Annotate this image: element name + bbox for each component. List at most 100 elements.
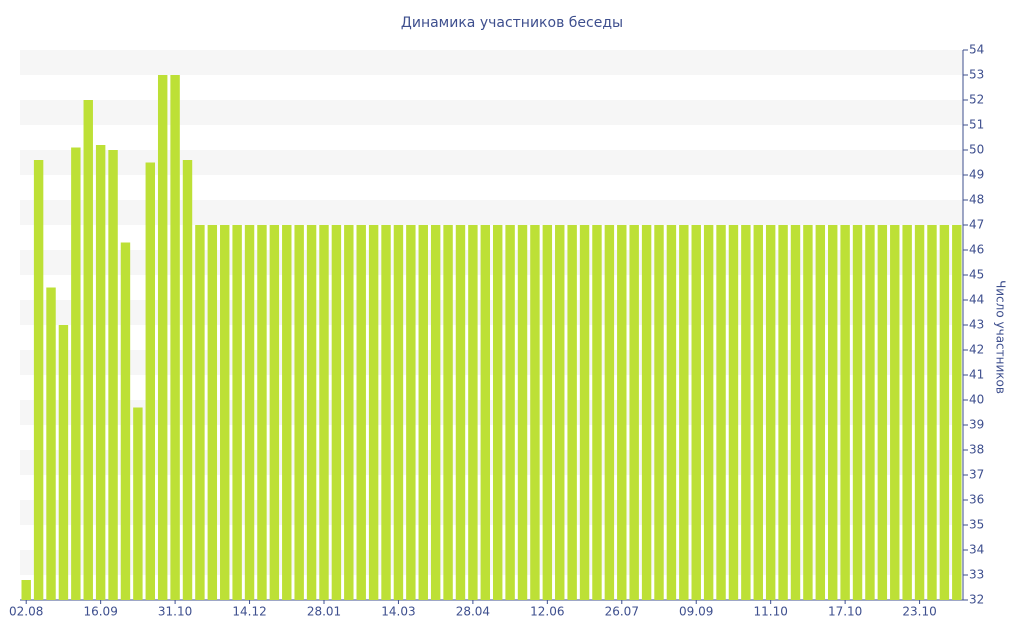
bar <box>555 225 565 600</box>
bar <box>902 225 912 600</box>
y-tick-label: 49 <box>969 168 984 182</box>
bar <box>790 225 801 600</box>
bar <box>679 225 689 600</box>
x-tick-label: 28.04 <box>456 605 490 619</box>
y-tick-label: 43 <box>969 318 984 332</box>
bar <box>517 225 528 600</box>
bar <box>741 225 751 600</box>
y-tick-label: 37 <box>969 468 984 482</box>
y-tick-label: 48 <box>969 193 984 207</box>
bar <box>157 75 168 600</box>
x-tick-label: 28.01 <box>307 605 341 619</box>
x-tick-label: 17.10 <box>828 605 862 619</box>
y-tick-label: 54 <box>969 43 984 57</box>
y-tick-label: 47 <box>969 218 984 232</box>
bar <box>418 225 428 600</box>
bar <box>542 225 553 600</box>
bar <box>890 225 900 600</box>
x-tick-label: 14.12 <box>232 605 266 619</box>
bar <box>939 225 950 600</box>
bar <box>319 225 329 600</box>
bar <box>703 225 714 600</box>
bar <box>617 225 627 600</box>
bar <box>430 225 441 600</box>
bar <box>530 225 540 600</box>
bar <box>753 225 763 600</box>
bar <box>654 225 664 600</box>
bar <box>592 225 602 600</box>
x-tick-label: 31.10 <box>158 605 192 619</box>
bar <box>46 287 56 600</box>
x-tick-label: 26.07 <box>605 605 639 619</box>
bar <box>455 225 466 600</box>
bar <box>952 225 962 600</box>
bar <box>840 225 850 600</box>
bar <box>381 225 391 600</box>
x-tick-label: 02.08 <box>9 605 43 619</box>
bar <box>232 225 242 600</box>
bar <box>33 160 44 600</box>
y-tick-label: 34 <box>969 543 984 557</box>
bar <box>691 225 701 600</box>
bar <box>195 225 205 600</box>
x-tick-label: 23.10 <box>902 605 936 619</box>
bar <box>877 225 888 600</box>
bar <box>927 225 937 600</box>
bar <box>58 325 69 600</box>
y-axis-label: Число участников <box>994 280 1008 394</box>
y-tick-label: 46 <box>969 243 984 257</box>
bar <box>182 160 193 600</box>
y-tick-label: 36 <box>969 493 984 507</box>
bar <box>443 225 453 600</box>
bar <box>406 225 416 600</box>
bar <box>666 225 677 600</box>
y-tick-label: 42 <box>969 343 984 357</box>
x-tick-label: 16.09 <box>83 605 117 619</box>
bar <box>21 580 31 600</box>
y-tick-label: 52 <box>969 93 984 107</box>
bar <box>108 150 118 600</box>
y-tick-label: 41 <box>969 368 984 382</box>
bar <box>294 225 304 600</box>
bar <box>765 225 776 600</box>
y-tick-label: 50 <box>969 143 984 157</box>
bar <box>120 242 131 600</box>
x-tick-label: 11.10 <box>753 605 787 619</box>
y-tick-label: 40 <box>969 393 984 407</box>
bar <box>393 225 404 600</box>
bar <box>282 225 292 600</box>
bar <box>505 225 515 600</box>
bar <box>170 75 180 600</box>
x-tick-label: 12.06 <box>530 605 564 619</box>
y-tick-label: 33 <box>969 568 984 582</box>
bar <box>914 225 925 600</box>
y-tick-label: 38 <box>969 443 984 457</box>
bar <box>480 225 491 600</box>
bar <box>641 225 652 600</box>
bar <box>95 145 106 600</box>
y-tick-label: 45 <box>969 268 984 282</box>
bar <box>828 225 838 600</box>
bar <box>865 225 875 600</box>
bar <box>356 225 366 600</box>
y-tick-label: 39 <box>969 418 984 432</box>
bar <box>83 100 93 600</box>
bar <box>306 225 317 600</box>
bar <box>728 225 739 600</box>
bar <box>579 225 590 600</box>
bar <box>207 225 218 600</box>
bar <box>567 225 577 600</box>
bar <box>344 225 354 600</box>
bar <box>145 162 155 600</box>
x-tick-label: 09.09 <box>679 605 713 619</box>
bar <box>244 225 255 600</box>
y-tick-label: 53 <box>969 68 984 82</box>
bar <box>716 225 726 600</box>
bar <box>468 225 478 600</box>
bar <box>331 225 342 600</box>
bar <box>778 225 788 600</box>
grid-band <box>20 50 963 75</box>
y-tick-label: 44 <box>969 293 984 307</box>
x-tick-label: 14.03 <box>381 605 415 619</box>
